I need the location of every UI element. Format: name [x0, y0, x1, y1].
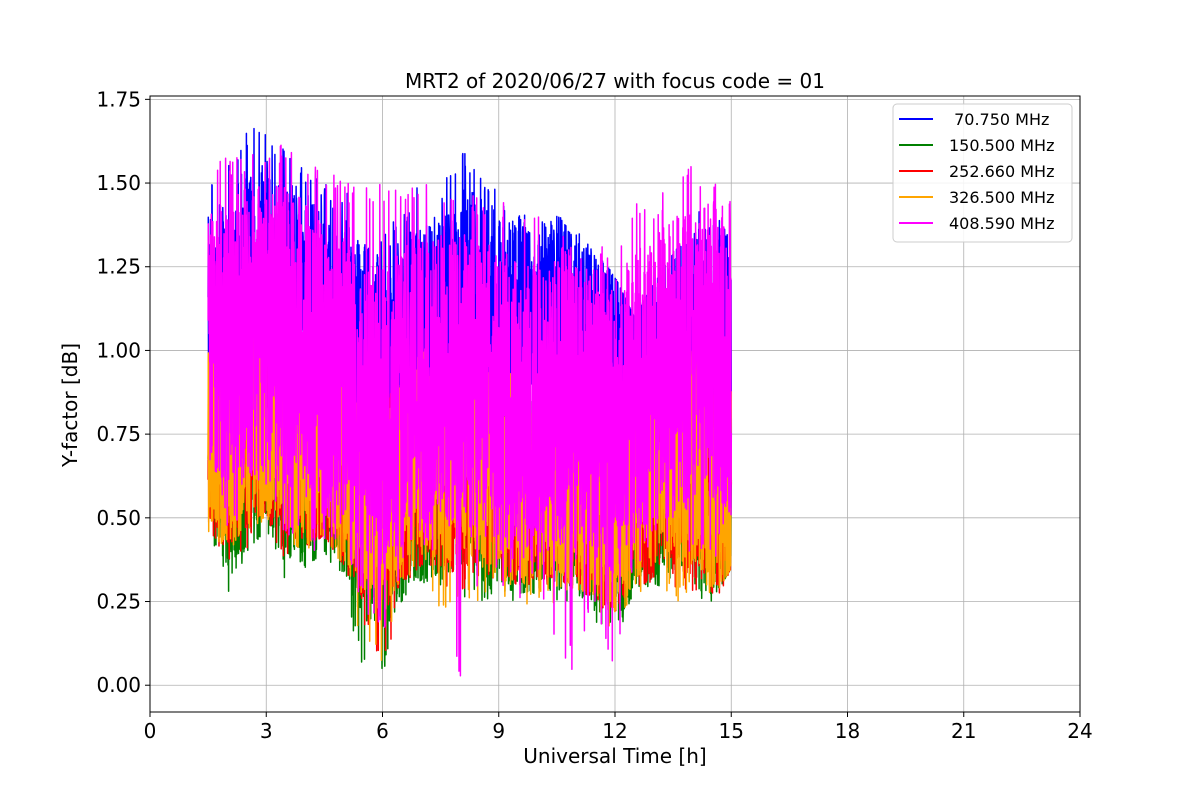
x-tick-label: 0	[144, 719, 157, 743]
y-tick-label: 1.00	[96, 338, 141, 362]
legend-label: 70.750 MHz	[949, 110, 1049, 129]
x-tick-label: 12	[602, 719, 627, 743]
y-axis-ticks: 0.00 0.25 0.50 0.75 1.00 1.25 1.50 1.75	[96, 87, 150, 697]
x-tick-label: 9	[492, 719, 505, 743]
series-line-4	[207, 144, 733, 677]
y-tick-label: 1.25	[96, 255, 141, 279]
legend-label: 252.660 MHz	[949, 162, 1054, 181]
y-axis-title: Y-factor [dB]	[58, 343, 82, 468]
x-tick-label: 21	[951, 719, 976, 743]
y-tick-label: 0.50	[96, 506, 141, 530]
legend-label: 326.500 MHz	[949, 188, 1054, 207]
legend-box	[892, 103, 1073, 243]
x-tick-label: 3	[260, 719, 273, 743]
y-tick-label: 0.75	[96, 422, 141, 446]
y-tick-label: 0.25	[96, 590, 141, 614]
x-axis-title: Universal Time [h]	[523, 744, 706, 768]
chart-title: MRT2 of 2020/06/27 with focus code = 01	[405, 69, 825, 93]
legend-label: 150.500 MHz	[949, 136, 1054, 155]
y-tick-label: 1.75	[96, 87, 141, 111]
series-lines	[207, 127, 733, 677]
legend-label: 408.590 MHz	[949, 214, 1054, 233]
x-axis-ticks: 0 3 6 9 12 15 18 21 24	[144, 712, 1093, 743]
x-tick-label: 6	[376, 719, 389, 743]
x-tick-label: 15	[719, 719, 744, 743]
x-tick-label: 18	[835, 719, 860, 743]
x-tick-label: 24	[1067, 719, 1092, 743]
y-tick-label: 1.50	[96, 171, 141, 195]
legend: 70.750 MHz 150.500 MHz 252.660 MHz 326.500 …	[892, 103, 1073, 243]
y-tick-label: 0.00	[96, 673, 141, 697]
